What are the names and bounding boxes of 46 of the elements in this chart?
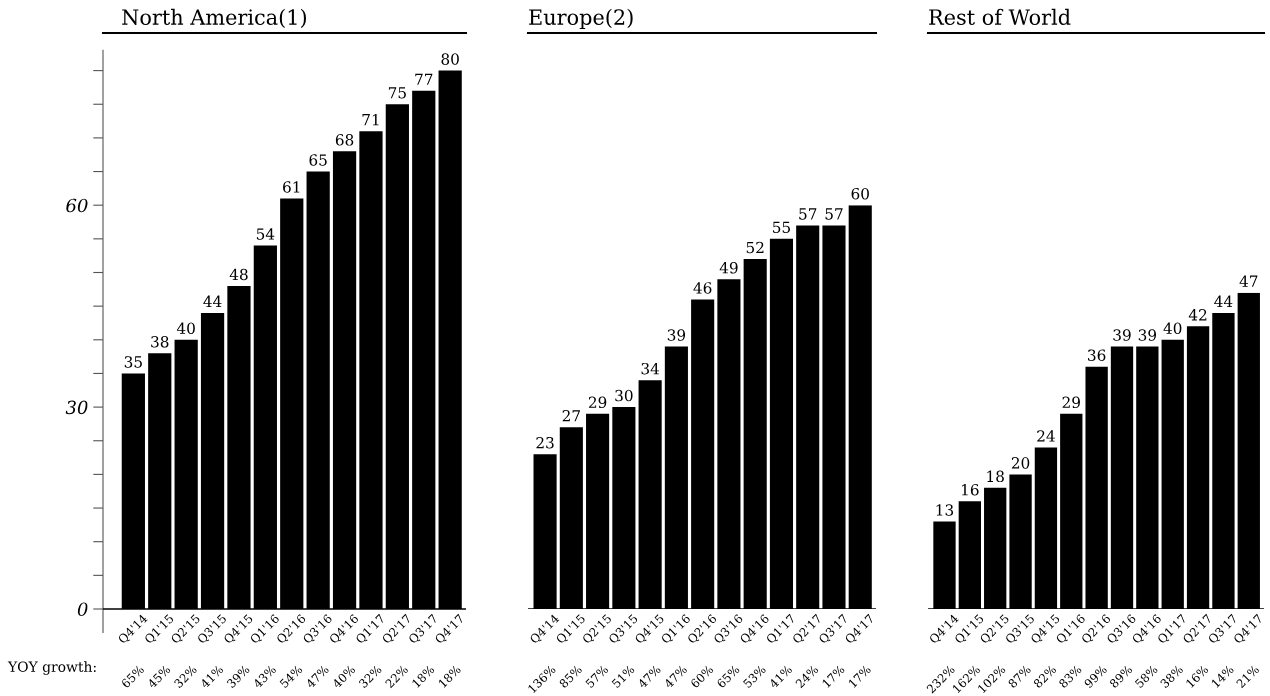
data-label: 18 (987, 470, 1004, 483)
chart-title: Europe(2) (529, 8, 633, 29)
data-label: 35 (124, 356, 142, 368)
data-label: 39 (1113, 329, 1131, 341)
chart-title: North America(1) (122, 8, 306, 28)
data-label: 65 (309, 154, 327, 166)
data-label: 38 (151, 335, 169, 348)
data-label: 27 (562, 410, 580, 422)
data-label: 48 (229, 268, 248, 281)
data-label: 61 (283, 181, 300, 193)
data-label: 42 (1188, 309, 1207, 321)
text: YOY growth: (7, 661, 96, 675)
data-label: 39 (667, 329, 686, 341)
data-label: 60 (851, 187, 869, 200)
data-label: 57 (825, 208, 843, 220)
data-label: 54 (256, 228, 275, 240)
data-label: 52 (746, 241, 764, 254)
data-label: 47 (1239, 275, 1258, 287)
chart-title: Rest of World (929, 8, 1071, 25)
data-label: 40 (1163, 322, 1182, 335)
data-label: 71 (362, 113, 379, 126)
data-label: 77 (415, 73, 433, 85)
data-label: 57 (799, 208, 817, 220)
data-label: 13 (936, 504, 954, 516)
y-tick-label: 30 (65, 400, 88, 415)
data-label: 29 (588, 396, 607, 409)
data-label: 39 (1138, 329, 1157, 341)
data-label: 44 (1214, 295, 1233, 307)
data-label: 34 (641, 362, 660, 375)
data-label: 24 (1037, 430, 1055, 442)
data-label: 16 (961, 484, 979, 496)
data-label: 55 (773, 221, 790, 234)
data-label: 68 (335, 134, 354, 146)
data-label: 46 (693, 282, 712, 294)
data-label: 23 (536, 436, 554, 449)
y-tick-label: 60 (66, 198, 88, 213)
data-label: 75 (388, 87, 406, 99)
y-tick-label: 0 (77, 602, 88, 617)
data-label: 44 (203, 295, 222, 307)
data-label: 36 (1088, 349, 1106, 361)
data-label: 29 (1062, 396, 1080, 409)
data-label: 80 (441, 53, 459, 65)
data-label: 30 (615, 389, 633, 402)
data-label: 20 (1011, 457, 1030, 469)
data-label: 49 (719, 261, 738, 274)
data-label: 40 (176, 322, 195, 335)
